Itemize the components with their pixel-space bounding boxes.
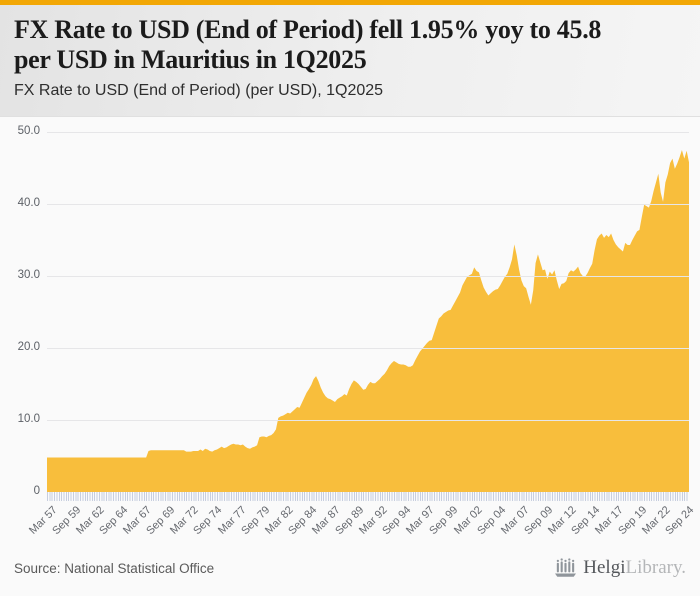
page-title-line-2: per USD in Mauritius in 1Q2025: [14, 45, 367, 74]
page-title-line-1: FX Rate to USD (End of Period) fell 1.95…: [14, 15, 602, 44]
helgi-library-logo-icon: [555, 557, 577, 577]
chart-header: FX Rate to USD (End of Period) fell 1.95…: [0, 5, 700, 117]
area-series: [47, 150, 689, 492]
gridline: [47, 204, 689, 205]
y-axis-tick-label: 0: [33, 485, 40, 497]
gridline: [47, 420, 689, 421]
gridline: [47, 276, 689, 277]
accent-topbar: [0, 0, 700, 5]
chart-subtitle: FX Rate to USD (End of Period) (per USD)…: [14, 82, 384, 99]
y-axis-tick-label: 20.0: [17, 341, 40, 353]
helgi-library-logo: HelgiLibrary.: [553, 557, 686, 579]
brand-wordmark: HelgiLibrary.: [583, 557, 686, 579]
brand-secondary: Library.: [625, 557, 687, 578]
gridline: [47, 348, 689, 349]
source-attribution: Source: National Statistical Office: [14, 560, 215, 576]
y-axis-tick-label: 10.0: [17, 413, 40, 425]
chart-footer: Source: National Statistical Office Helg…: [0, 540, 700, 596]
gridline: [47, 132, 689, 133]
brand-primary: Helgi: [583, 557, 626, 578]
x-axis-minor-ticks: [47, 492, 689, 501]
y-axis-tick-label: 50.0: [17, 125, 40, 137]
fx-rate-area-chart: 0 10.0 20.0 30.0 40.0 50.0 Mar 57 Sep 59 Mar 62 S…: [0, 118, 700, 540]
y-axis-tick-label: 40.0: [17, 197, 40, 209]
page-title: FX Rate to USD (End of Period) fell 1.95…: [0, 5, 700, 75]
y-axis-tick-label: 30.0: [17, 269, 40, 281]
